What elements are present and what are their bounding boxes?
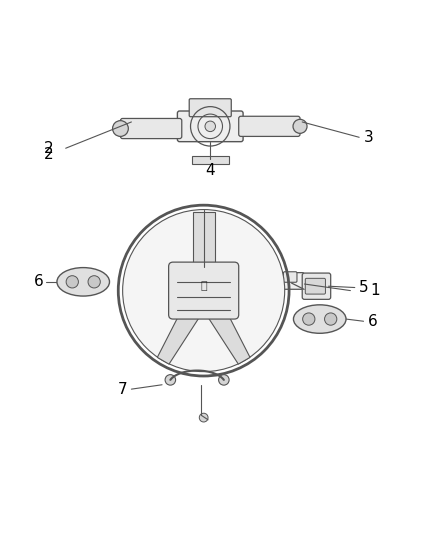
FancyBboxPatch shape	[239, 116, 300, 136]
Circle shape	[123, 209, 285, 372]
FancyBboxPatch shape	[193, 212, 215, 269]
Text: 6: 6	[368, 314, 378, 329]
Circle shape	[293, 119, 307, 133]
FancyBboxPatch shape	[269, 273, 304, 289]
Text: 6: 6	[34, 274, 44, 289]
Polygon shape	[157, 306, 200, 364]
Text: 7: 7	[117, 382, 127, 397]
Text: 4: 4	[205, 163, 215, 177]
Ellipse shape	[88, 276, 100, 288]
FancyBboxPatch shape	[283, 272, 297, 282]
Text: 2: 2	[44, 147, 53, 163]
FancyBboxPatch shape	[177, 111, 243, 142]
Text: 🐏: 🐏	[200, 281, 207, 291]
FancyBboxPatch shape	[305, 278, 325, 294]
Circle shape	[219, 375, 229, 385]
Circle shape	[205, 121, 215, 132]
Circle shape	[113, 120, 128, 136]
FancyBboxPatch shape	[302, 273, 331, 300]
Text: 1: 1	[370, 283, 380, 298]
Text: 5: 5	[359, 280, 369, 295]
Ellipse shape	[66, 276, 78, 288]
FancyBboxPatch shape	[189, 99, 231, 117]
Ellipse shape	[303, 313, 315, 325]
Circle shape	[199, 413, 208, 422]
Circle shape	[165, 375, 176, 385]
FancyBboxPatch shape	[192, 156, 229, 165]
Text: 3: 3	[364, 130, 373, 145]
Ellipse shape	[325, 313, 337, 325]
FancyBboxPatch shape	[169, 262, 239, 319]
Polygon shape	[207, 306, 250, 364]
Circle shape	[180, 266, 228, 314]
Ellipse shape	[57, 268, 110, 296]
FancyBboxPatch shape	[120, 118, 182, 139]
Text: 2: 2	[44, 141, 53, 156]
Ellipse shape	[293, 305, 346, 333]
